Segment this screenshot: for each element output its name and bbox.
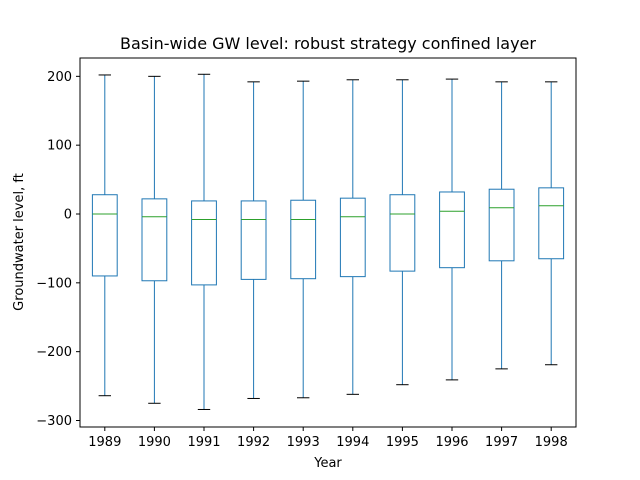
- box-1992: [240, 81, 267, 399]
- iqr-box: [141, 198, 168, 282]
- x-axis: 1989 1990 1991 1992 1993 1994 1995 1996 1997 1998: [88, 427, 568, 450]
- y-tick-label: −200: [36, 345, 72, 360]
- chart-title: Basin-wide GW level: robust strategy con…: [120, 34, 536, 53]
- iqr-box: [191, 200, 217, 286]
- iqr-box: [538, 187, 565, 260]
- iqr-box: [389, 194, 416, 272]
- iqr-box: [488, 188, 515, 262]
- y-axis: 200 100 0 −100 −200 −300: [36, 70, 80, 429]
- x-tick-label: 1992: [237, 435, 270, 450]
- y-tick-label: −100: [36, 276, 72, 291]
- plot-area: [91, 73, 565, 410]
- box-1989: [91, 74, 118, 397]
- x-tick-label: 1993: [287, 435, 320, 450]
- box-1990: [141, 75, 168, 404]
- box-1996: [439, 78, 465, 381]
- iqr-box: [290, 199, 317, 280]
- x-axis-label: Year: [313, 456, 342, 471]
- y-tick-label: 200: [47, 70, 72, 85]
- y-tick-label: 100: [47, 139, 72, 154]
- y-axis-label: Groundwater level, ft: [12, 173, 27, 311]
- y-tick-label: −300: [36, 414, 72, 429]
- box-1994: [339, 79, 366, 395]
- box-1995: [389, 79, 416, 386]
- x-tick-label: 1990: [138, 435, 171, 450]
- box-1998: [538, 81, 565, 366]
- x-tick-label: 1996: [435, 435, 468, 450]
- x-tick-label: 1989: [88, 435, 121, 450]
- y-tick-label: 0: [64, 208, 72, 223]
- iqr-box: [91, 194, 118, 277]
- iqr-box: [339, 197, 366, 278]
- x-tick-label: 1995: [386, 435, 419, 450]
- iqr-box: [439, 191, 465, 269]
- x-tick-label: 1998: [535, 435, 568, 450]
- box-1991: [191, 73, 217, 410]
- iqr-box: [240, 200, 267, 280]
- box-1997: [488, 81, 515, 370]
- box-1993: [290, 80, 317, 399]
- axes-frame: [79, 57, 577, 428]
- x-tick-label: 1994: [336, 435, 369, 450]
- x-tick-label: 1997: [485, 435, 518, 450]
- x-tick-label: 1991: [187, 435, 220, 450]
